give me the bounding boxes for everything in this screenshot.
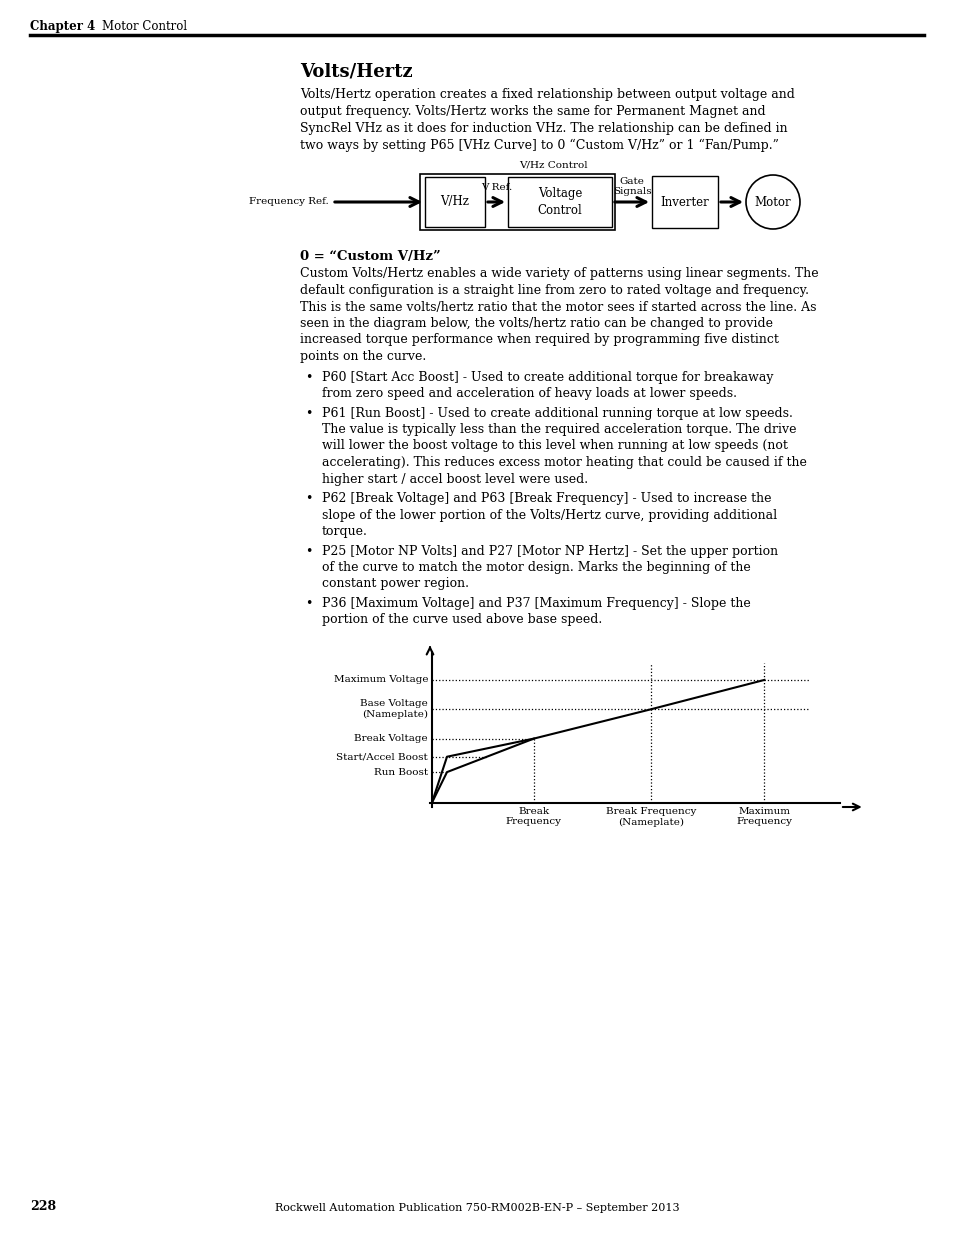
Bar bbox=[507, 177, 612, 227]
Text: P25 [Motor NP Volts] and P27 [Motor NP Hertz] - Set the upper portion: P25 [Motor NP Volts] and P27 [Motor NP H… bbox=[322, 545, 778, 557]
Text: SyncRel VHz as it does for induction VHz. The relationship can be defined in: SyncRel VHz as it does for induction VHz… bbox=[299, 122, 787, 135]
Text: The value is typically less than the required acceleration torque. The drive: The value is typically less than the req… bbox=[322, 424, 796, 436]
Text: Maximum Voltage: Maximum Voltage bbox=[334, 676, 428, 684]
Text: Custom Volts/Hertz enables a wide variety of patterns using linear segments. The: Custom Volts/Hertz enables a wide variet… bbox=[299, 268, 818, 280]
Text: Volts/Hertz operation creates a fixed relationship between output voltage and: Volts/Hertz operation creates a fixed re… bbox=[299, 88, 794, 101]
Text: Break Frequency
(Nameplate): Break Frequency (Nameplate) bbox=[605, 806, 696, 826]
Text: accelerating). This reduces excess motor heating that could be caused if the: accelerating). This reduces excess motor… bbox=[322, 456, 806, 469]
Text: V/Hz Control: V/Hz Control bbox=[518, 161, 587, 169]
Text: portion of the curve used above base speed.: portion of the curve used above base spe… bbox=[322, 614, 601, 626]
Text: higher start / accel boost level were used.: higher start / accel boost level were us… bbox=[322, 473, 587, 485]
Text: •: • bbox=[305, 406, 312, 420]
Text: Frequency Ref.: Frequency Ref. bbox=[249, 198, 329, 206]
Text: seen in the diagram below, the volts/hertz ratio can be changed to provide: seen in the diagram below, the volts/her… bbox=[299, 317, 772, 330]
Text: default configuration is a straight line from zero to rated voltage and frequenc: default configuration is a straight line… bbox=[299, 284, 808, 296]
Text: Run Boost: Run Boost bbox=[374, 768, 428, 777]
Text: 0 = “Custom V/Hz”: 0 = “Custom V/Hz” bbox=[299, 249, 440, 263]
Text: Inverter: Inverter bbox=[659, 195, 709, 209]
Text: will lower the boost voltage to this level when running at low speeds (not: will lower the boost voltage to this lev… bbox=[322, 440, 787, 452]
Text: •: • bbox=[305, 370, 312, 384]
Text: torque.: torque. bbox=[322, 525, 368, 538]
Text: Break Voltage: Break Voltage bbox=[355, 734, 428, 743]
Bar bbox=[651, 177, 718, 228]
Text: Base Voltage
(Nameplate): Base Voltage (Nameplate) bbox=[360, 699, 428, 719]
Text: output frequency. Volts/Hertz works the same for Permanent Magnet and: output frequency. Volts/Hertz works the … bbox=[299, 105, 765, 119]
Text: •: • bbox=[305, 545, 312, 557]
Text: V Ref.: V Ref. bbox=[480, 183, 512, 191]
Text: increased torque performance when required by programming five distinct: increased torque performance when requir… bbox=[299, 333, 778, 347]
Bar bbox=[424, 177, 484, 227]
Text: V/Hz: V/Hz bbox=[440, 195, 469, 209]
Text: Gate
Signals: Gate Signals bbox=[612, 178, 651, 196]
Text: slope of the lower portion of the Volts/Hertz curve, providing additional: slope of the lower portion of the Volts/… bbox=[322, 509, 777, 521]
Text: Volts/Hertz: Volts/Hertz bbox=[299, 63, 413, 82]
Text: 228: 228 bbox=[30, 1200, 56, 1213]
Text: points on the curve.: points on the curve. bbox=[299, 350, 426, 363]
Text: P60 [Start Acc Boost] - Used to create additional torque for breakaway: P60 [Start Acc Boost] - Used to create a… bbox=[322, 370, 773, 384]
Text: Motor: Motor bbox=[754, 195, 790, 209]
Text: Chapter 4: Chapter 4 bbox=[30, 20, 95, 33]
Text: two ways by setting P65 [VHz Curve] to 0 “Custom V/Hz” or 1 “Fan/Pump.”: two ways by setting P65 [VHz Curve] to 0… bbox=[299, 140, 778, 152]
Bar bbox=[419, 174, 615, 230]
Text: Start/Accel Boost: Start/Accel Boost bbox=[336, 752, 428, 761]
Text: from zero speed and acceleration of heavy loads at lower speeds.: from zero speed and acceleration of heav… bbox=[322, 387, 737, 400]
Text: P61 [Run Boost] - Used to create additional running torque at low speeds.: P61 [Run Boost] - Used to create additio… bbox=[322, 406, 792, 420]
Text: Break
Frequency: Break Frequency bbox=[505, 806, 561, 826]
Text: P36 [Maximum Voltage] and P37 [Maximum Frequency] - Slope the: P36 [Maximum Voltage] and P37 [Maximum F… bbox=[322, 597, 750, 610]
Text: Motor Control: Motor Control bbox=[102, 20, 187, 33]
Text: P62 [Break Voltage] and P63 [Break Frequency] - Used to increase the: P62 [Break Voltage] and P63 [Break Frequ… bbox=[322, 492, 771, 505]
Text: constant power region.: constant power region. bbox=[322, 578, 469, 590]
Text: Voltage
Control: Voltage Control bbox=[537, 188, 581, 216]
Text: of the curve to match the motor design. Marks the beginning of the: of the curve to match the motor design. … bbox=[322, 561, 750, 574]
Text: •: • bbox=[305, 492, 312, 505]
Text: This is the same volts/hertz ratio that the motor sees if started across the lin: This is the same volts/hertz ratio that … bbox=[299, 300, 816, 314]
Text: Maximum
Frequency: Maximum Frequency bbox=[736, 806, 792, 826]
Text: •: • bbox=[305, 597, 312, 610]
Text: Rockwell Automation Publication 750-RM002B-EN-P – September 2013: Rockwell Automation Publication 750-RM00… bbox=[274, 1203, 679, 1213]
